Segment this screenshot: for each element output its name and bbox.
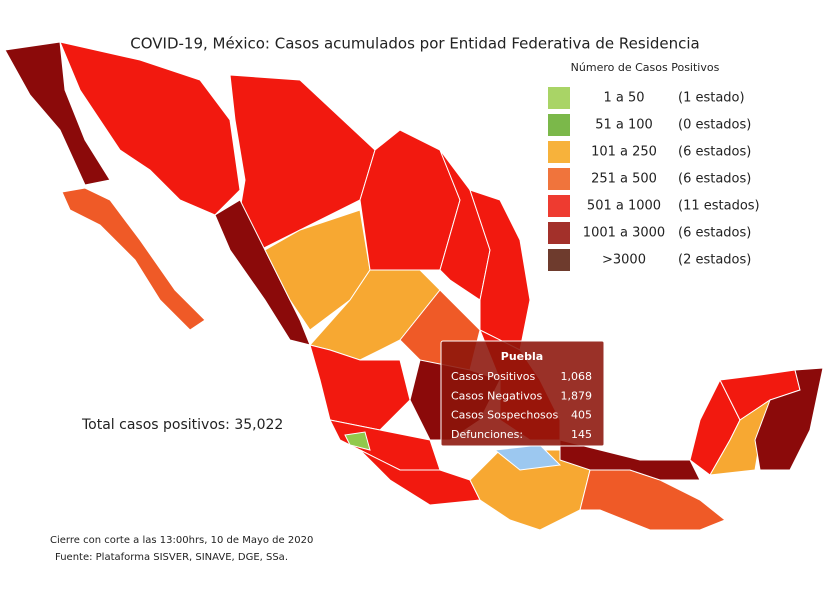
legend-range: 251 a 500 xyxy=(591,172,657,187)
tooltip-label: Defunciones: xyxy=(451,428,523,441)
legend-range: 501 a 1000 xyxy=(587,199,661,214)
state[interactable] xyxy=(344,431,371,451)
legend: 1 a 50 (1 estado) 51 a 100 (0 estados) 101 a… xyxy=(548,87,760,271)
state[interactable] xyxy=(229,74,376,251)
legend-swatch[interactable] xyxy=(548,141,570,163)
tooltip-value: 1,068 xyxy=(561,370,593,383)
legend-swatch[interactable] xyxy=(548,114,570,136)
state[interactable] xyxy=(61,187,206,331)
legend-count: (1 estado) xyxy=(678,91,745,106)
state[interactable] xyxy=(754,367,824,471)
legend-swatch[interactable] xyxy=(548,168,570,190)
tooltip-label: Casos Sospechosos xyxy=(451,409,559,422)
state[interactable] xyxy=(359,129,461,271)
legend-count: (0 estados) xyxy=(678,118,751,133)
state[interactable] xyxy=(4,41,111,186)
legend-title: Número de Casos Positivos xyxy=(571,61,720,74)
legend-range: 51 a 100 xyxy=(595,118,653,133)
legend-range: >3000 xyxy=(602,253,646,268)
footnote: Cierre con corte a las 13:00hrs, 10 de M… xyxy=(50,535,313,546)
tooltip-label: Casos Negativos xyxy=(451,389,542,402)
tooltip-box xyxy=(440,340,605,447)
legend-range: 1001 a 3000 xyxy=(583,226,665,241)
legend-count: (6 estados) xyxy=(678,145,751,160)
tooltip-label: Casos Positivos xyxy=(451,370,535,383)
state[interactable] xyxy=(559,439,701,481)
legend-range: 1 a 50 xyxy=(603,91,644,106)
legend-swatch[interactable] xyxy=(548,195,570,217)
state[interactable] xyxy=(59,41,241,216)
tooltip-value: 145 xyxy=(571,428,592,441)
tooltip-title: Puebla xyxy=(501,350,543,363)
footnote: Fuente: Plataforma SISVER, SINAVE, DGE, … xyxy=(55,552,288,563)
legend-count: (2 estados) xyxy=(678,253,751,268)
map xyxy=(4,41,824,531)
legend-count: (6 estados) xyxy=(678,172,751,187)
legend-range: 101 a 250 xyxy=(591,145,657,160)
title: COVID-19, México: Casos acumulados por E… xyxy=(130,35,699,53)
tooltip: Puebla Casos Positivos 1,068 Casos Negativ… xyxy=(440,340,605,447)
legend-swatch[interactable] xyxy=(548,87,570,109)
state[interactable] xyxy=(579,469,726,531)
total: Total casos positivos: 35,022 xyxy=(81,417,283,433)
tooltip-value: 1,879 xyxy=(561,389,593,402)
tooltip-value: 405 xyxy=(571,409,592,422)
legend-count: (11 estados) xyxy=(678,199,760,214)
legend-swatch[interactable] xyxy=(548,249,570,271)
legend-count: (6 estados) xyxy=(678,226,751,241)
state[interactable] xyxy=(493,444,562,471)
legend-swatch[interactable] xyxy=(548,222,570,244)
